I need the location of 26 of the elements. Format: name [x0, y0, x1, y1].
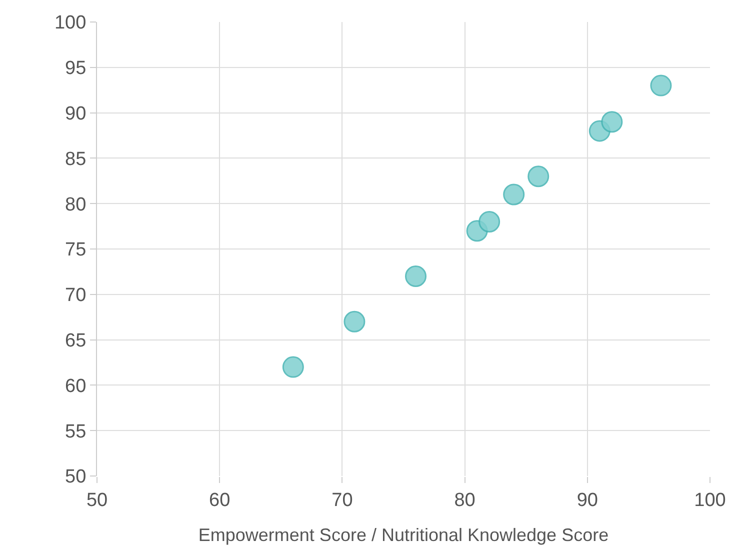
y-tick-label: 50	[65, 466, 86, 488]
x-tick-label: 70	[332, 490, 353, 511]
x-tick-label: 80	[454, 490, 476, 511]
x-tick-label: 50	[86, 490, 108, 511]
y-tick-label: 90	[65, 103, 86, 124]
y-tick-label: 80	[65, 194, 86, 216]
point	[405, 265, 427, 287]
y-tick-label: 95	[65, 58, 86, 80]
x-tick-label: 100	[694, 490, 726, 511]
point	[503, 184, 525, 206]
x-tick-label: 60	[209, 490, 230, 511]
point	[650, 74, 672, 96]
point	[282, 356, 304, 378]
point	[344, 310, 366, 332]
x-tick-label: 90	[576, 490, 598, 511]
point	[601, 111, 623, 133]
x-axis-title: Empowerment Score / Nutritional Knowledge Score	[198, 524, 609, 545]
y-tick-label: 75	[65, 240, 86, 261]
y-tick-label: 65	[65, 330, 86, 352]
y-tick-label: 85	[65, 148, 86, 170]
point	[528, 166, 550, 188]
point	[478, 211, 500, 232]
y-tick-label: 55	[65, 421, 86, 442]
y-tick-label: 70	[65, 285, 86, 306]
y-tick-label: 60	[65, 376, 86, 397]
y-tick-label: 100	[54, 12, 86, 34]
